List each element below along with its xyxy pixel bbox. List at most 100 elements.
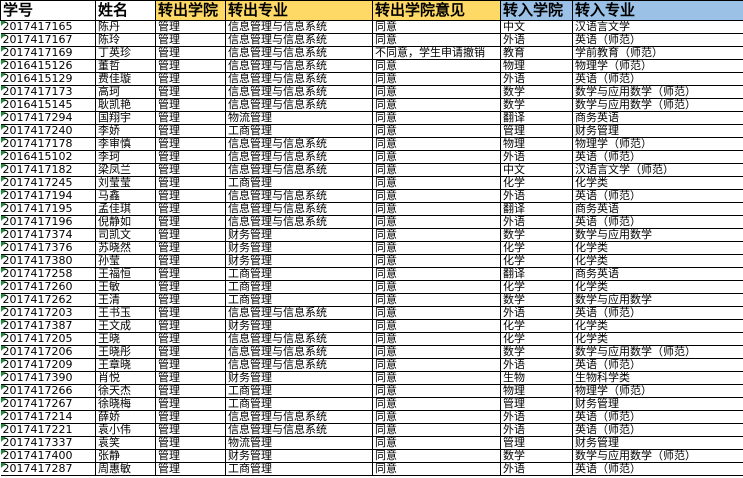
cell-student-id[interactable]: 2017417196 <box>0 215 96 229</box>
cell-student-id[interactable]: 2017417337 <box>0 436 96 450</box>
cell-student-id[interactable]: 2017417258 <box>0 267 96 281</box>
cell-name[interactable]: 孟佳琪 <box>95 202 156 216</box>
cell-to-college[interactable]: 外语 <box>500 215 573 229</box>
cell-from-major[interactable]: 信息管理与信息系统 <box>225 150 373 164</box>
header-name[interactable]: 姓名 <box>95 0 156 21</box>
cell-student-id[interactable]: 2017417380 <box>0 254 96 268</box>
cell-from-major[interactable]: 信息管理与信息系统 <box>225 332 373 346</box>
cell-student-id[interactable]: 2017417245 <box>0 176 96 190</box>
cell-to-major[interactable]: 英语（师范） <box>572 150 743 164</box>
cell-student-id[interactable]: 2017417195 <box>0 202 96 216</box>
header-from-major[interactable]: 转出专业 <box>225 0 373 21</box>
cell-from-opinion[interactable]: 同意 <box>372 462 501 476</box>
cell-from-major[interactable]: 财务管理 <box>225 241 373 255</box>
cell-name[interactable]: 王章晓 <box>95 358 156 372</box>
cell-student-id[interactable]: 2017417214 <box>0 410 96 424</box>
cell-from-major[interactable]: 工商管理 <box>225 124 373 138</box>
cell-to-major[interactable]: 汉语言文学（师范） <box>572 163 743 177</box>
cell-from-major[interactable]: 信息管理与信息系统 <box>225 163 373 177</box>
cell-to-major[interactable]: 化学类 <box>572 280 743 294</box>
cell-to-major[interactable]: 数学与应用数学（师范） <box>572 449 743 463</box>
cell-from-major[interactable]: 信息管理与信息系统 <box>225 72 373 86</box>
cell-name[interactable]: 司凯文 <box>95 228 156 242</box>
cell-student-id[interactable]: 2017417209 <box>0 358 96 372</box>
cell-student-id[interactable]: 2017417287 <box>0 462 96 476</box>
cell-name[interactable]: 王敏 <box>95 280 156 294</box>
cell-student-id[interactable]: 2016415102 <box>0 150 96 164</box>
cell-student-id[interactable]: 2017417376 <box>0 241 96 255</box>
cell-name[interactable]: 周惠敏 <box>95 462 156 476</box>
cell-from-college[interactable]: 管理 <box>155 384 226 398</box>
cell-name[interactable]: 耿凯艳 <box>95 98 156 112</box>
cell-name[interactable]: 王晓 <box>95 332 156 346</box>
cell-from-college[interactable]: 管理 <box>155 436 226 450</box>
cell-from-college[interactable]: 管理 <box>155 137 226 151</box>
cell-from-opinion[interactable]: 同意 <box>372 293 501 307</box>
cell-from-college[interactable]: 管理 <box>155 319 226 333</box>
cell-from-opinion[interactable]: 同意 <box>372 449 501 463</box>
cell-from-college[interactable]: 管理 <box>155 397 226 411</box>
cell-from-major[interactable]: 工商管理 <box>225 176 373 190</box>
cell-from-major[interactable]: 信息管理与信息系统 <box>225 20 373 34</box>
cell-from-opinion[interactable]: 同意 <box>372 397 501 411</box>
cell-to-major[interactable]: 数学与应用数学（师范） <box>572 98 743 112</box>
cell-to-college[interactable]: 教育 <box>500 46 573 60</box>
cell-from-opinion[interactable]: 同意 <box>372 267 501 281</box>
cell-from-major[interactable]: 工商管理 <box>225 384 373 398</box>
cell-student-id[interactable]: 2017417374 <box>0 228 96 242</box>
cell-from-major[interactable]: 信息管理与信息系统 <box>225 202 373 216</box>
cell-from-major[interactable]: 工商管理 <box>225 280 373 294</box>
cell-to-major[interactable]: 物理学（师范） <box>572 384 743 398</box>
cell-to-college[interactable]: 外语 <box>500 150 573 164</box>
cell-to-major[interactable]: 财务管理 <box>572 124 743 138</box>
cell-from-college[interactable]: 管理 <box>155 85 226 99</box>
cell-from-college[interactable]: 管理 <box>155 241 226 255</box>
cell-to-college[interactable]: 外语 <box>500 189 573 203</box>
cell-from-major[interactable]: 信息管理与信息系统 <box>225 33 373 47</box>
cell-from-major[interactable]: 信息管理与信息系统 <box>225 85 373 99</box>
cell-to-college[interactable]: 外语 <box>500 462 573 476</box>
cell-student-id[interactable]: 2017417173 <box>0 85 96 99</box>
cell-from-college[interactable]: 管理 <box>155 176 226 190</box>
cell-name[interactable]: 李珂 <box>95 150 156 164</box>
cell-student-id[interactable]: 2017417206 <box>0 345 96 359</box>
cell-to-major[interactable]: 英语（师范） <box>572 410 743 424</box>
cell-to-college[interactable]: 外语 <box>500 306 573 320</box>
cell-student-id[interactable]: 2017417387 <box>0 319 96 333</box>
cell-to-major[interactable]: 英语（师范） <box>572 423 743 437</box>
cell-to-major[interactable]: 数学与应用数学 <box>572 228 743 242</box>
cell-student-id[interactable]: 2017417194 <box>0 189 96 203</box>
cell-to-major[interactable]: 商务英语 <box>572 267 743 281</box>
cell-to-major[interactable]: 化学类 <box>572 176 743 190</box>
cell-name[interactable]: 薛娇 <box>95 410 156 424</box>
cell-to-college[interactable]: 数学 <box>500 293 573 307</box>
cell-from-major[interactable]: 财务管理 <box>225 254 373 268</box>
cell-to-college[interactable]: 外语 <box>500 410 573 424</box>
cell-name[interactable]: 高珂 <box>95 85 156 99</box>
cell-to-college[interactable]: 物理 <box>500 137 573 151</box>
cell-name[interactable]: 国翔宇 <box>95 111 156 125</box>
cell-from-college[interactable]: 管理 <box>155 306 226 320</box>
cell-from-college[interactable]: 管理 <box>155 423 226 437</box>
cell-to-college[interactable]: 管理 <box>500 436 573 450</box>
cell-to-college[interactable]: 数学 <box>500 345 573 359</box>
cell-to-college[interactable]: 化学 <box>500 280 573 294</box>
cell-to-college[interactable]: 数学 <box>500 85 573 99</box>
cell-to-college[interactable]: 化学 <box>500 254 573 268</box>
cell-from-major[interactable]: 信息管理与信息系统 <box>225 410 373 424</box>
cell-to-college[interactable]: 数学 <box>500 449 573 463</box>
cell-to-major[interactable]: 物理学（师范） <box>572 137 743 151</box>
cell-name[interactable]: 徐天杰 <box>95 384 156 398</box>
cell-name[interactable]: 孙莹 <box>95 254 156 268</box>
cell-from-opinion[interactable]: 同意 <box>372 332 501 346</box>
cell-from-college[interactable]: 管理 <box>155 72 226 86</box>
cell-name[interactable]: 袁笑 <box>95 436 156 450</box>
cell-from-major[interactable]: 信息管理与信息系统 <box>225 59 373 73</box>
cell-from-opinion[interactable]: 同意 <box>372 345 501 359</box>
cell-from-college[interactable]: 管理 <box>155 410 226 424</box>
cell-to-major[interactable]: 生物科学类 <box>572 371 743 385</box>
cell-from-major[interactable]: 财务管理 <box>225 449 373 463</box>
cell-to-major[interactable]: 化学类 <box>572 319 743 333</box>
header-to-major[interactable]: 转入专业 <box>572 0 743 21</box>
cell-from-college[interactable]: 管理 <box>155 46 226 60</box>
